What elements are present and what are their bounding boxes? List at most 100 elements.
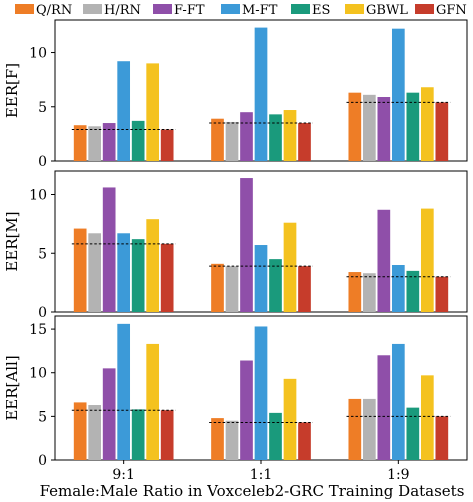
bar-gbwl-1-9 bbox=[420, 208, 434, 312]
bar-q-rn-1-9 bbox=[348, 92, 362, 161]
bar-gfn-9-1 bbox=[160, 410, 174, 460]
bar-es-1-9 bbox=[406, 92, 420, 161]
bar-m-ft-1-9 bbox=[391, 343, 405, 460]
bar-q-rn-1-1 bbox=[211, 263, 224, 312]
bar-f-ft-9-1 bbox=[102, 187, 116, 312]
legend-label-gfn: GFN bbox=[436, 3, 467, 18]
legend-swatch-f-ft bbox=[153, 4, 172, 14]
bar-gfn-9-1 bbox=[160, 243, 174, 312]
bar-m-ft-1-9 bbox=[391, 28, 405, 161]
bar-gbwl-1-1 bbox=[283, 222, 297, 312]
bar-q-rn-9-1 bbox=[73, 125, 87, 161]
legend-swatch-m-ft bbox=[221, 4, 240, 14]
bar-m-ft-9-1 bbox=[117, 233, 131, 312]
bar-m-ft-1-1 bbox=[254, 326, 268, 460]
x-tick-label-9-1: 9:1 bbox=[112, 467, 135, 483]
bar-q-rn-1-9 bbox=[348, 398, 362, 460]
bar-gfn-1-1 bbox=[298, 266, 311, 312]
bar-q-rn-9-1 bbox=[73, 228, 87, 312]
y-tick-label: 0 bbox=[38, 305, 47, 321]
bar-h-rn-9-1 bbox=[88, 405, 102, 460]
bar-f-ft-1-1 bbox=[240, 112, 253, 161]
bar-h-rn-1-1 bbox=[225, 420, 239, 460]
bar-gbwl-1-1 bbox=[283, 378, 297, 460]
legend-swatch-gbwl bbox=[345, 4, 364, 14]
chart-panels: 0 5 10 EER[F] 0 5 10 EER[M] 0 5 10 15 EER[All] 9:1 1:1… bbox=[3, 19, 468, 483]
bar-h-rn-1-1 bbox=[225, 266, 239, 312]
bar-gfn-9-1 bbox=[160, 129, 174, 161]
bar-h-rn-1-9 bbox=[362, 398, 376, 460]
legend-item-gfn: GFN bbox=[415, 3, 467, 18]
bar-gbwl-9-1 bbox=[146, 343, 160, 460]
legend-swatch-h-rn bbox=[83, 4, 102, 14]
bar-h-rn-1-1 bbox=[225, 121, 239, 161]
y-tick-label: 5 bbox=[38, 246, 47, 262]
panel-eer-m: 0 5 10 EER[M] bbox=[3, 170, 468, 321]
bar-m-ft-1-1 bbox=[254, 245, 268, 312]
legend-swatch-q-rn bbox=[15, 4, 34, 14]
bar-f-ft-1-9 bbox=[377, 97, 391, 161]
legend-label-f-ft: F-FT bbox=[174, 3, 205, 18]
bar-f-ft-9-1 bbox=[102, 123, 116, 161]
y-tick-label: 10 bbox=[29, 366, 47, 382]
bar-f-ft-1-9 bbox=[377, 209, 391, 312]
legend-swatch-es bbox=[291, 4, 310, 14]
bar-es-1-1 bbox=[269, 259, 282, 312]
legend-label-q-rn: Q/RN bbox=[36, 3, 72, 18]
y-tick-label: 10 bbox=[29, 46, 47, 62]
bar-gbwl-1-1 bbox=[283, 110, 297, 161]
legend-item-gbwl: GBWL bbox=[345, 3, 408, 18]
x-axis-title: Female:Male Ratio in Voxceleb2-GRC Train… bbox=[40, 482, 465, 500]
bar-h-rn-1-9 bbox=[362, 94, 376, 161]
y-tick-label: 5 bbox=[38, 100, 47, 116]
x-tick-label-1-1: 1:1 bbox=[250, 467, 273, 483]
bar-q-rn-1-1 bbox=[211, 418, 224, 460]
legend-swatch-gfn bbox=[415, 4, 434, 14]
legend-item-q-rn: Q/RN bbox=[15, 3, 72, 18]
y-tick-label: 0 bbox=[38, 154, 47, 170]
y-axis-title: EER[F] bbox=[3, 63, 21, 118]
bar-m-ft-1-9 bbox=[391, 265, 405, 312]
bar-es-1-1 bbox=[269, 412, 282, 460]
legend-label-m-ft: M-FT bbox=[242, 3, 278, 18]
bar-es-1-1 bbox=[269, 114, 282, 161]
bar-gfn-1-1 bbox=[298, 422, 311, 460]
bar-q-rn-1-1 bbox=[211, 118, 224, 161]
bar-es-9-1 bbox=[131, 409, 145, 460]
bar-h-rn-9-1 bbox=[88, 233, 102, 312]
y-tick-label: 15 bbox=[29, 322, 47, 338]
y-tick-label: 5 bbox=[38, 409, 47, 425]
bar-q-rn-1-9 bbox=[348, 272, 362, 312]
legend-label-h-rn: H/RN bbox=[104, 3, 141, 18]
bar-gbwl-1-9 bbox=[420, 375, 434, 460]
bar-es-9-1 bbox=[131, 120, 145, 161]
bar-f-ft-1-1 bbox=[240, 178, 253, 312]
legend-item-es: ES bbox=[291, 3, 330, 18]
bar-f-ft-1-1 bbox=[240, 360, 253, 460]
legend-item-f-ft: F-FT bbox=[153, 3, 205, 18]
x-tick-label-1-9: 1:9 bbox=[387, 467, 410, 483]
bar-m-ft-1-1 bbox=[254, 27, 268, 161]
legend-label-gbwl: GBWL bbox=[366, 3, 408, 18]
legend: Q/RN H/RN F-FT M-FT ES GBWL GFN bbox=[15, 3, 467, 18]
bar-gfn-1-1 bbox=[298, 123, 311, 161]
bar-q-rn-9-1 bbox=[73, 402, 87, 460]
bar-f-ft-9-1 bbox=[102, 368, 116, 460]
bar-f-ft-1-9 bbox=[377, 355, 391, 460]
legend-item-h-rn: H/RN bbox=[83, 3, 141, 18]
bar-gfn-1-9 bbox=[435, 276, 449, 312]
y-axis-title: EER[All] bbox=[3, 355, 21, 420]
y-tick-label: 0 bbox=[38, 453, 47, 469]
bar-gbwl-9-1 bbox=[146, 219, 160, 312]
bar-gbwl-1-9 bbox=[420, 87, 434, 161]
bar-gfn-1-9 bbox=[435, 416, 449, 460]
bar-gfn-1-9 bbox=[435, 102, 449, 161]
bar-es-1-9 bbox=[406, 270, 420, 312]
bar-gbwl-9-1 bbox=[146, 63, 160, 162]
bar-h-rn-9-1 bbox=[88, 126, 102, 161]
legend-label-es: ES bbox=[312, 3, 330, 18]
bar-m-ft-9-1 bbox=[117, 61, 131, 161]
bar-es-9-1 bbox=[131, 239, 145, 312]
bar-h-rn-1-9 bbox=[362, 273, 376, 312]
legend-item-m-ft: M-FT bbox=[221, 3, 278, 18]
